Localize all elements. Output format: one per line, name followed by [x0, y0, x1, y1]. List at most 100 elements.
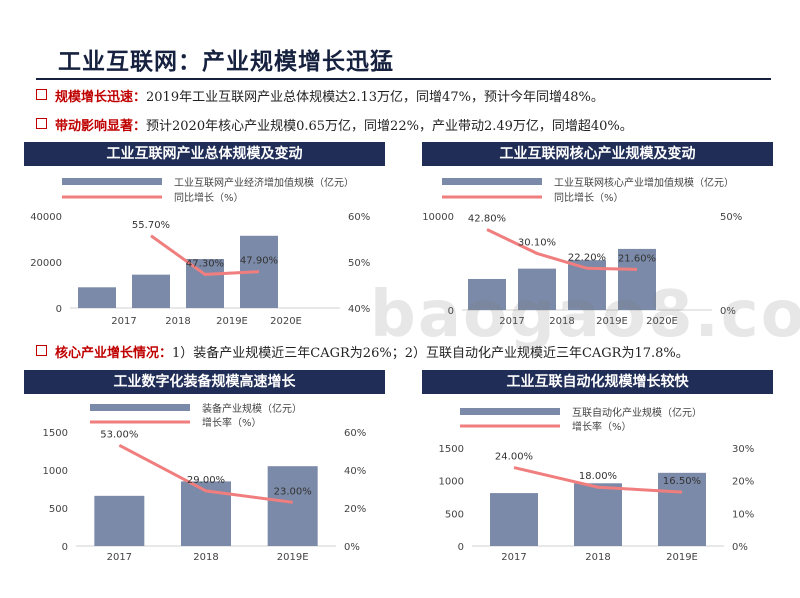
line-data-label: 21.60%: [618, 253, 656, 264]
legend-bar-swatch: [90, 404, 190, 411]
growth-line: [118, 443, 293, 504]
legend-line-label: 同比增长（%）: [554, 191, 624, 204]
panel-title-total-scale: 工业互联网产业总体规模及变动: [24, 142, 385, 166]
y-right-tick-label: 0%: [732, 542, 748, 553]
legend-line-label: 增长率（%）: [572, 420, 632, 433]
bar: [267, 466, 318, 546]
bullet-box-icon: [36, 118, 47, 129]
growth-line: [150, 234, 260, 276]
bar: [94, 495, 145, 546]
bullet-text: 2019年工业互联网产业总体规模达2.13万亿，同增47%，预计今年同增48%。: [146, 90, 604, 105]
line-data-label: 47.90%: [240, 256, 278, 267]
x-tick-label: 2020E: [646, 316, 678, 327]
x-tick-label: 2018: [193, 552, 218, 563]
legend-line-label: 增长率（%）: [202, 416, 262, 429]
line-data-label: 30.10%: [518, 237, 556, 248]
line-data-label: 53.00%: [100, 429, 138, 440]
bar: [574, 483, 622, 546]
chart-automation: 互联自动化产业规模（亿元）增长率（%） 0 500 1000 1500 0% 10% 20% 3…: [439, 406, 755, 563]
y-right-tick-label: 40%: [348, 304, 370, 315]
y-right-tick-label: 60%: [344, 428, 366, 439]
bar: [78, 287, 116, 308]
bar: [132, 274, 170, 308]
bar: [468, 278, 506, 310]
y-left-tick-label: 0: [458, 542, 464, 553]
x-tick-label: 2017: [499, 316, 524, 327]
y-left-tick-label: 0: [56, 304, 62, 315]
y-left-tick-label: 0: [448, 306, 454, 317]
legend-bar-swatch: [62, 178, 162, 185]
chart-equipment: 装备产业规模（亿元）增长率（%） 0 500 1000 1500 0% 20% 40% 60% 2…: [43, 402, 367, 563]
legend-bar-swatch: [442, 178, 542, 185]
y-right-tick-label: 60%: [348, 212, 370, 223]
y-left-tick-label: 40000: [30, 212, 62, 223]
x-tick-label: 2018: [549, 316, 574, 327]
y-right-tick-label: 40%: [344, 466, 366, 477]
y-left-tick-label: 1500: [43, 428, 68, 439]
growth-line: [513, 466, 683, 494]
line-data-label: 42.80%: [468, 214, 506, 225]
y-right-tick-label: 10%: [732, 509, 754, 520]
bullet-box-icon: [36, 89, 47, 100]
y-right-tick-label: 30%: [732, 444, 754, 455]
bullet-box-icon: [36, 345, 47, 356]
y-right-tick-label: 50%: [348, 258, 370, 269]
x-tick-label: 2017: [111, 316, 136, 327]
line-data-label: 18.00%: [579, 471, 617, 482]
line-data-label: 55.70%: [132, 220, 170, 231]
y-left-tick-label: 1000: [439, 477, 464, 488]
x-tick-label: 2017: [107, 552, 132, 563]
legend-line-label: 同比增长（%）: [174, 191, 244, 204]
line-data-label: 22.20%: [568, 252, 606, 263]
y-left-tick-label: 500: [445, 509, 464, 520]
bullet-scale-growth: 规模增长迅速：2019年工业互联网产业总体规模达2.13万亿，同增47%，预计今…: [36, 86, 604, 105]
page-title: 工业互联网：产业规模增长迅猛: [58, 49, 394, 75]
bar: [618, 248, 656, 310]
panel-title-equipment: 工业数字化装备规模高速增长: [24, 370, 385, 394]
x-tick-label: 2020E: [270, 316, 302, 327]
x-tick-label: 2019E: [216, 316, 248, 327]
line-data-label: 47.30%: [186, 258, 224, 269]
watermark: baogao8.com: [370, 278, 800, 352]
bar: [518, 268, 556, 310]
legend-bar-label: 工业互联网核心产业增加值规模（亿元）: [554, 176, 734, 189]
y-right-tick-label: 20%: [344, 504, 366, 515]
line-data-label: 16.50%: [663, 476, 701, 487]
y-right-tick-label: 50%: [720, 212, 742, 223]
chart-total-scale: 工业互联网产业经济增加值规模（亿元） 同比增长（%） 0 20000 40000 40% 5…: [30, 176, 370, 327]
legend-bar-label: 工业互联网产业经济增加值规模（亿元）: [174, 176, 354, 189]
chart-core-scale: 工业互联网核心产业增加值规模（亿元） 同比增长（%） 0 10000 0% 50% 2017…: [422, 176, 742, 327]
x-tick-label: 2019E: [277, 552, 309, 563]
title-divider: [36, 78, 771, 80]
x-tick-label: 2019E: [666, 552, 698, 563]
bullet-highlight: 核心产业增长情况：: [55, 346, 173, 361]
bullet-text: 1）装备产业规模近三年CAGR为26%；2）互联自动化产业规模近三年CAGR为1…: [172, 346, 689, 361]
line-data-label: 24.00%: [495, 452, 533, 463]
bullet-text: 预计2020年核心产业规模0.65万亿，同增22%，产业带动2.49万亿，同增超…: [146, 119, 633, 134]
y-left-tick-label: 20000: [30, 258, 62, 269]
bullet-driving-effect: 带动影响显著：预计2020年核心产业规模0.65万亿，同增22%，产业带动2.4…: [36, 115, 633, 134]
y-left-tick-label: 10000: [422, 212, 454, 223]
bar: [658, 472, 706, 546]
x-tick-label: 2017: [501, 552, 526, 563]
y-right-tick-label: 0%: [720, 306, 736, 317]
bar: [490, 493, 538, 546]
panel-title-automation: 工业互联自动化规模增长较快: [422, 370, 773, 394]
bullet-highlight: 带动影响显著：: [55, 119, 147, 134]
bullet-core-growth: 核心产业增长情况：1）装备产业规模近三年CAGR为26%；2）互联自动化产业规模…: [36, 342, 689, 361]
y-left-tick-label: 1500: [439, 444, 464, 455]
legend-bar-label: 互联自动化产业规模（亿元）: [572, 406, 702, 419]
x-tick-label: 2018: [585, 552, 610, 563]
panel-title-core-scale: 工业互联网核心产业规模及变动: [422, 142, 773, 166]
y-right-tick-label: 20%: [732, 477, 754, 488]
growth-line: [486, 228, 638, 271]
line-data-label: 23.00%: [274, 486, 312, 497]
legend-bar-label: 装备产业规模（亿元）: [202, 402, 302, 415]
x-tick-label: 2018: [165, 316, 190, 327]
line-data-label: 29.00%: [187, 475, 225, 486]
y-left-tick-label: 0: [62, 542, 68, 553]
y-left-tick-label: 1000: [43, 466, 68, 477]
y-right-tick-label: 0%: [344, 542, 360, 553]
bullet-highlight: 规模增长迅速：: [55, 90, 147, 105]
x-tick-label: 2019E: [596, 316, 628, 327]
